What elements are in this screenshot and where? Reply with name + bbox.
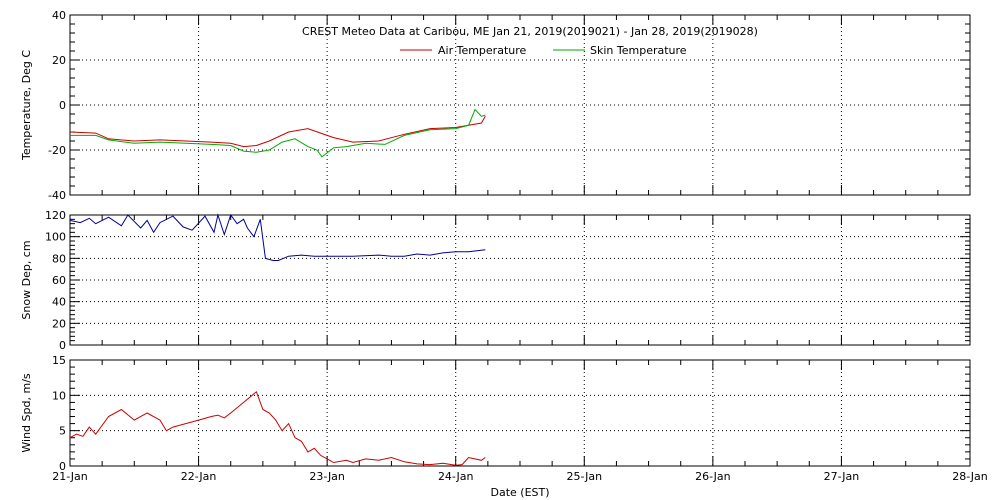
axis-labels: -40 -20 0 20 40 0 20 40 60 80 100 120 0 5 10 15 21-Jan 22…	[45, 9, 988, 483]
y-axis-label-snow: Snow Dep, cm	[20, 240, 33, 319]
ytick-label-temperature: -20	[48, 144, 66, 157]
xtick-label-24-Jan: 24-Jan	[438, 470, 474, 483]
xtick-label-25-Jan: 25-Jan	[567, 470, 603, 483]
chart-title: CREST Meteo Data at Caribou, ME Jan 21, …	[302, 25, 758, 38]
ytick-label-temperature: 40	[52, 9, 66, 22]
y-axis-label-wind: Wind Spd, m/s	[20, 373, 33, 453]
series-wind-0	[69, 390, 486, 466]
series-temperature-0	[69, 116, 486, 148]
xtick-label-27-Jan: 27-Jan	[824, 470, 860, 483]
legend-skin-label: Skin Temperature	[590, 44, 687, 57]
series-snow-0	[69, 213, 486, 261]
legend: Air Temperature Skin Temperature	[400, 44, 687, 57]
ytick-label-snow: 20	[52, 317, 66, 330]
ytick-label-snow: 40	[52, 296, 66, 309]
panel-wind-frame	[69, 359, 971, 467]
xtick-label-26-Jan: 26-Jan	[695, 470, 731, 483]
ytick-label-snow: 60	[52, 274, 66, 287]
y-axis-label-temperature: Temperature, Deg C	[20, 50, 33, 161]
series-lines	[69, 108, 486, 466]
xtick-label-28-Jan: 28-Jan	[952, 470, 988, 483]
xtick-label-22-Jan: 22-Jan	[181, 470, 217, 483]
x-axis-label: Date (EST)	[490, 486, 549, 499]
ytick-label-snow: 100	[45, 231, 66, 244]
ytick-label-wind: 0	[59, 460, 66, 473]
ytick-label-temperature: 0	[59, 99, 66, 112]
ytick-label-wind: 15	[52, 354, 66, 367]
legend-air-label: Air Temperature	[438, 44, 527, 57]
xtick-label-21-Jan: 21-Jan	[52, 470, 88, 483]
xtick-label-23-Jan: 23-Jan	[309, 470, 345, 483]
ytick-label-temperature: -40	[48, 189, 66, 202]
ytick-label-temperature: 20	[52, 54, 66, 67]
ytick-label-snow: 120	[45, 209, 66, 222]
ytick-label-snow: 0	[59, 339, 66, 352]
ytick-label-wind: 10	[52, 389, 66, 402]
gridlines	[70, 15, 970, 466]
series-temperature-1	[70, 108, 486, 158]
ytick-label-snow: 80	[52, 252, 66, 265]
axis-ticks	[69, 14, 971, 467]
ytick-label-wind: 5	[59, 425, 66, 438]
